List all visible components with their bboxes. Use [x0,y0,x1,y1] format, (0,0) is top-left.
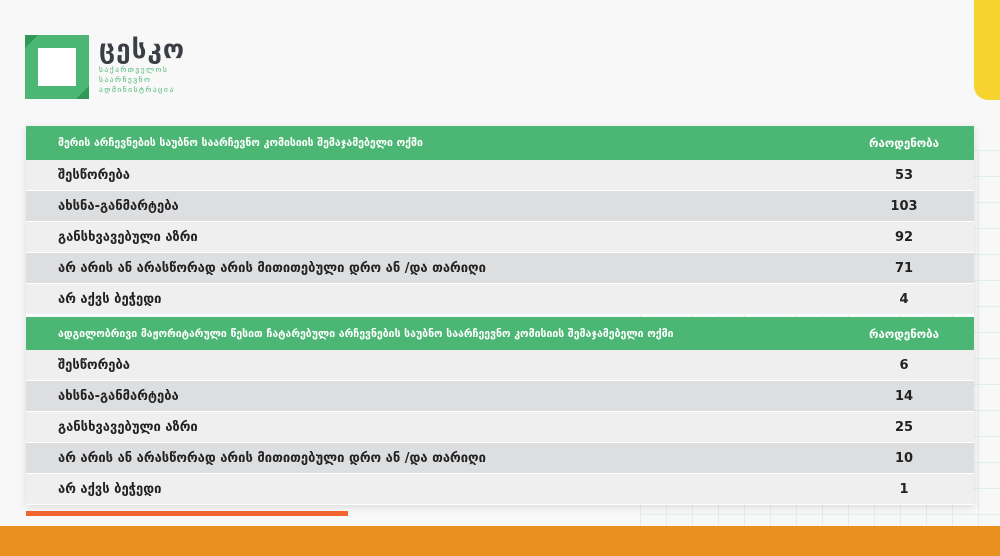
table-row: შესწორება 6 [26,350,974,381]
table-row: ახსნა-განმარტება 14 [26,381,974,412]
row-value: 14 [894,388,914,404]
table-row: არ არის ან არასწორად არის მითითებული დრო… [26,443,974,474]
footer-bar [0,526,1000,556]
logo: ცესკო საქართველოს საარჩევნო ადმინისტრაცი… [25,35,189,99]
row-label: არ აქვს ბეჭედი [58,291,162,307]
row-label: განსხვავებული აზრი [58,229,198,245]
logo-name: ცესკო [99,35,185,65]
table-row: არ არის ან არასწორად არის მითითებული დრო… [26,253,974,284]
row-value: 103 [890,198,918,214]
section-title: მერის არჩევნების საუბნო საარჩევნო კომისი… [58,137,423,149]
results-table: მერის არჩევნების საუბნო საარჩევნო კომისი… [26,126,974,505]
table-row: განსხვავებული აზრი 92 [26,222,974,253]
table-row: ახსნა-განმარტება 103 [26,191,974,222]
row-value: 25 [894,419,914,435]
row-label: განსხვავებული აზრი [58,419,198,435]
row-value: 71 [894,260,914,276]
row-label: ახსნა-განმარტება [58,388,179,404]
logo-subtitle: საქართველოს საარჩევნო ადმინისტრაცია [99,65,175,94]
table-row: შესწორება 53 [26,160,974,191]
row-label: არ არის ან არასწორად არის მითითებული დრო… [58,260,486,276]
row-label: შესწორება [58,167,131,183]
row-value: 1 [899,481,909,497]
section-title: ადგილობრივი მაჟორიტარული წესით ჩატარებულ… [58,327,674,340]
row-value: 10 [894,450,914,466]
progress-line [26,511,348,516]
row-value: 92 [894,229,914,245]
section-header: ადგილობრივი მაჟორიტარული წესით ჩატარებულ… [26,317,974,350]
row-value: 53 [894,167,914,183]
table-row: არ აქვს ბეჭედი 4 [26,284,974,315]
row-label: ახსნა-განმარტება [58,198,179,214]
row-value: 6 [899,357,909,373]
row-label: არ არის ან არასწორად არის მითითებული დრო… [58,450,486,466]
row-label: შესწორება [58,357,131,373]
decorative-shape [974,0,1000,100]
count-header: რაოდენობა [869,136,939,150]
logo-icon [25,35,89,99]
table-row: არ აქვს ბეჭედი 1 [26,474,974,505]
section-header: მერის არჩევნების საუბნო საარჩევნო კომისი… [26,126,974,160]
row-label: არ აქვს ბეჭედი [58,481,162,497]
table-row: განსხვავებული აზრი 25 [26,412,974,443]
count-header: რაოდენობა [869,326,939,341]
row-value: 4 [899,291,909,307]
